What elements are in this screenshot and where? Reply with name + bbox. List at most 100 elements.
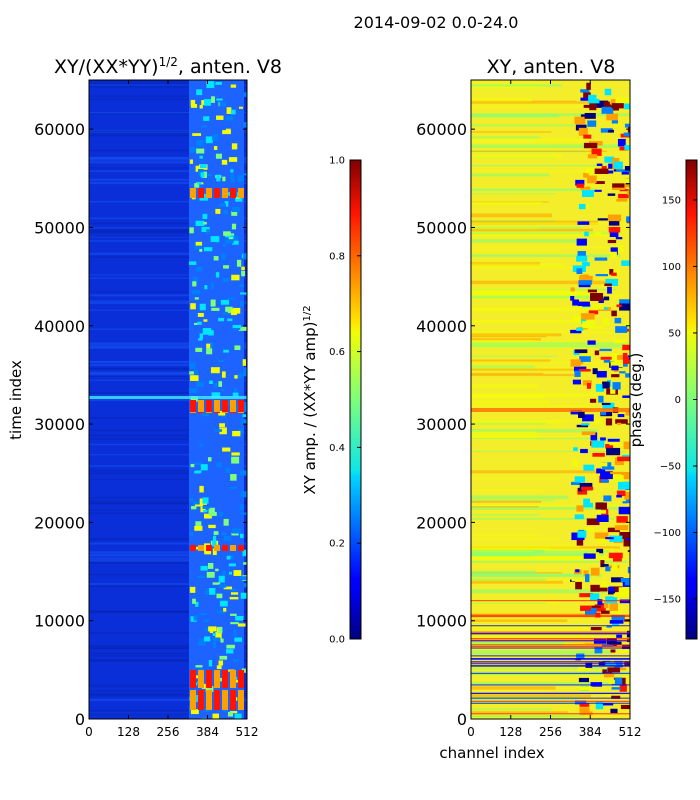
phase-cell xyxy=(621,471,630,480)
phase-cell xyxy=(607,239,617,244)
phase-cell xyxy=(609,586,623,593)
phase-cell xyxy=(576,539,584,546)
phase-cell xyxy=(594,232,601,235)
amplitude-cell xyxy=(189,227,194,234)
amplitude-streak xyxy=(89,552,247,554)
phase-cell xyxy=(611,615,625,621)
phase-cbtick-label: 50 xyxy=(668,328,681,339)
amplitude-streak xyxy=(89,379,247,381)
phase-cell xyxy=(620,577,630,583)
phase-cell xyxy=(612,187,625,191)
amplitude-cell xyxy=(238,326,247,331)
amplitude-cell xyxy=(222,176,226,182)
phase-xtick-label: 256 xyxy=(539,725,562,739)
phase-xtick-label: 384 xyxy=(579,725,602,739)
phase-streak xyxy=(471,499,555,502)
phase-low-streak xyxy=(471,640,630,642)
phase-cell xyxy=(592,452,605,457)
amplitude-cell xyxy=(200,506,206,513)
amplitude-cell xyxy=(239,300,244,307)
amplitude-hot-cell xyxy=(230,670,236,688)
phase-cell xyxy=(583,553,596,559)
phase-cell xyxy=(574,315,579,323)
phase-cell xyxy=(623,441,630,450)
amplitude-streak xyxy=(89,274,247,276)
amplitude-cell xyxy=(221,532,227,536)
phase-streak xyxy=(471,537,560,540)
phase-cell xyxy=(603,359,615,363)
amplitude-cell xyxy=(239,106,243,109)
phase-cell xyxy=(572,379,581,385)
phase-cell xyxy=(612,475,624,482)
phase-streak xyxy=(471,342,630,345)
amplitude-cell xyxy=(206,571,215,578)
phase-cell xyxy=(625,538,630,541)
amplitude-cell xyxy=(223,210,228,215)
phase-ytick-label: 50000 xyxy=(416,218,467,237)
amplitude-cell xyxy=(199,155,203,159)
amplitude-cell xyxy=(214,137,218,141)
amplitude-cell xyxy=(200,172,205,178)
amplitude-streak xyxy=(89,227,247,229)
amplitude-cell xyxy=(201,125,208,128)
amplitude-streak xyxy=(89,712,247,715)
phase-cell xyxy=(608,552,623,559)
amplitude-cell xyxy=(230,84,237,88)
amplitude-streak xyxy=(89,443,247,446)
phase-cell xyxy=(582,414,594,422)
phase-cell xyxy=(610,708,618,714)
phase-cell xyxy=(594,257,608,261)
phase-streak xyxy=(471,344,626,348)
phase-cell xyxy=(618,506,630,515)
phase-cell xyxy=(578,677,590,683)
phase-cell xyxy=(585,574,590,583)
phase-cell xyxy=(622,501,628,504)
amplitude-cell xyxy=(240,512,247,515)
phase-cell xyxy=(608,679,620,684)
phase-cell xyxy=(614,368,619,372)
amplitude-cell xyxy=(194,183,200,188)
phase-cell xyxy=(598,395,604,403)
phase-streak xyxy=(471,124,575,127)
amplitude-cell xyxy=(218,626,223,634)
phase-cell xyxy=(612,555,622,562)
phase-cbtick-label: 150 xyxy=(662,195,681,206)
amplitude-hot-cell xyxy=(238,545,244,551)
amplitude-cbtick-label: 0.6 xyxy=(329,347,345,358)
amplitude-streak xyxy=(89,583,247,586)
amplitude-cell xyxy=(213,145,218,150)
amplitude-hot-cell xyxy=(190,670,196,688)
phase-low-streak xyxy=(471,692,630,695)
phase-cell xyxy=(612,564,618,572)
phase-cell xyxy=(600,560,605,568)
amplitude-heatmap-panel: XY/(XX*YY)1/2, anten. V8 0 10000 20000 3000… xyxy=(7,55,282,739)
phase-cell xyxy=(594,532,609,539)
amplitude-cell xyxy=(221,253,226,260)
phase-cell xyxy=(611,272,617,276)
amplitude-cell xyxy=(216,593,223,599)
phase-cell xyxy=(624,165,630,171)
amplitude-streak xyxy=(89,328,247,330)
phase-streak xyxy=(471,619,568,622)
phase-cell xyxy=(577,250,586,257)
phase-streak xyxy=(471,359,551,363)
amplitude-cell xyxy=(189,388,198,394)
amplitude-xtick-label: 128 xyxy=(117,725,140,739)
amplitude-streak xyxy=(89,632,247,634)
phase-cell xyxy=(619,189,629,192)
amplitude-cell xyxy=(239,470,247,476)
amplitude-cell xyxy=(214,429,222,432)
amplitude-streak xyxy=(89,235,247,237)
phase-low-streak xyxy=(471,655,630,657)
phase-cell xyxy=(583,172,589,178)
amplitude-streak xyxy=(89,85,247,88)
phase-cell xyxy=(627,566,630,574)
phase-cell xyxy=(576,327,584,331)
amplitude-cell xyxy=(189,146,198,153)
phase-streak xyxy=(471,384,538,388)
amplitude-hot-cell xyxy=(214,400,220,412)
amplitude-cell xyxy=(223,231,231,236)
phase-cell xyxy=(605,596,618,604)
phase-streak xyxy=(471,653,602,655)
phase-streak xyxy=(471,266,574,269)
